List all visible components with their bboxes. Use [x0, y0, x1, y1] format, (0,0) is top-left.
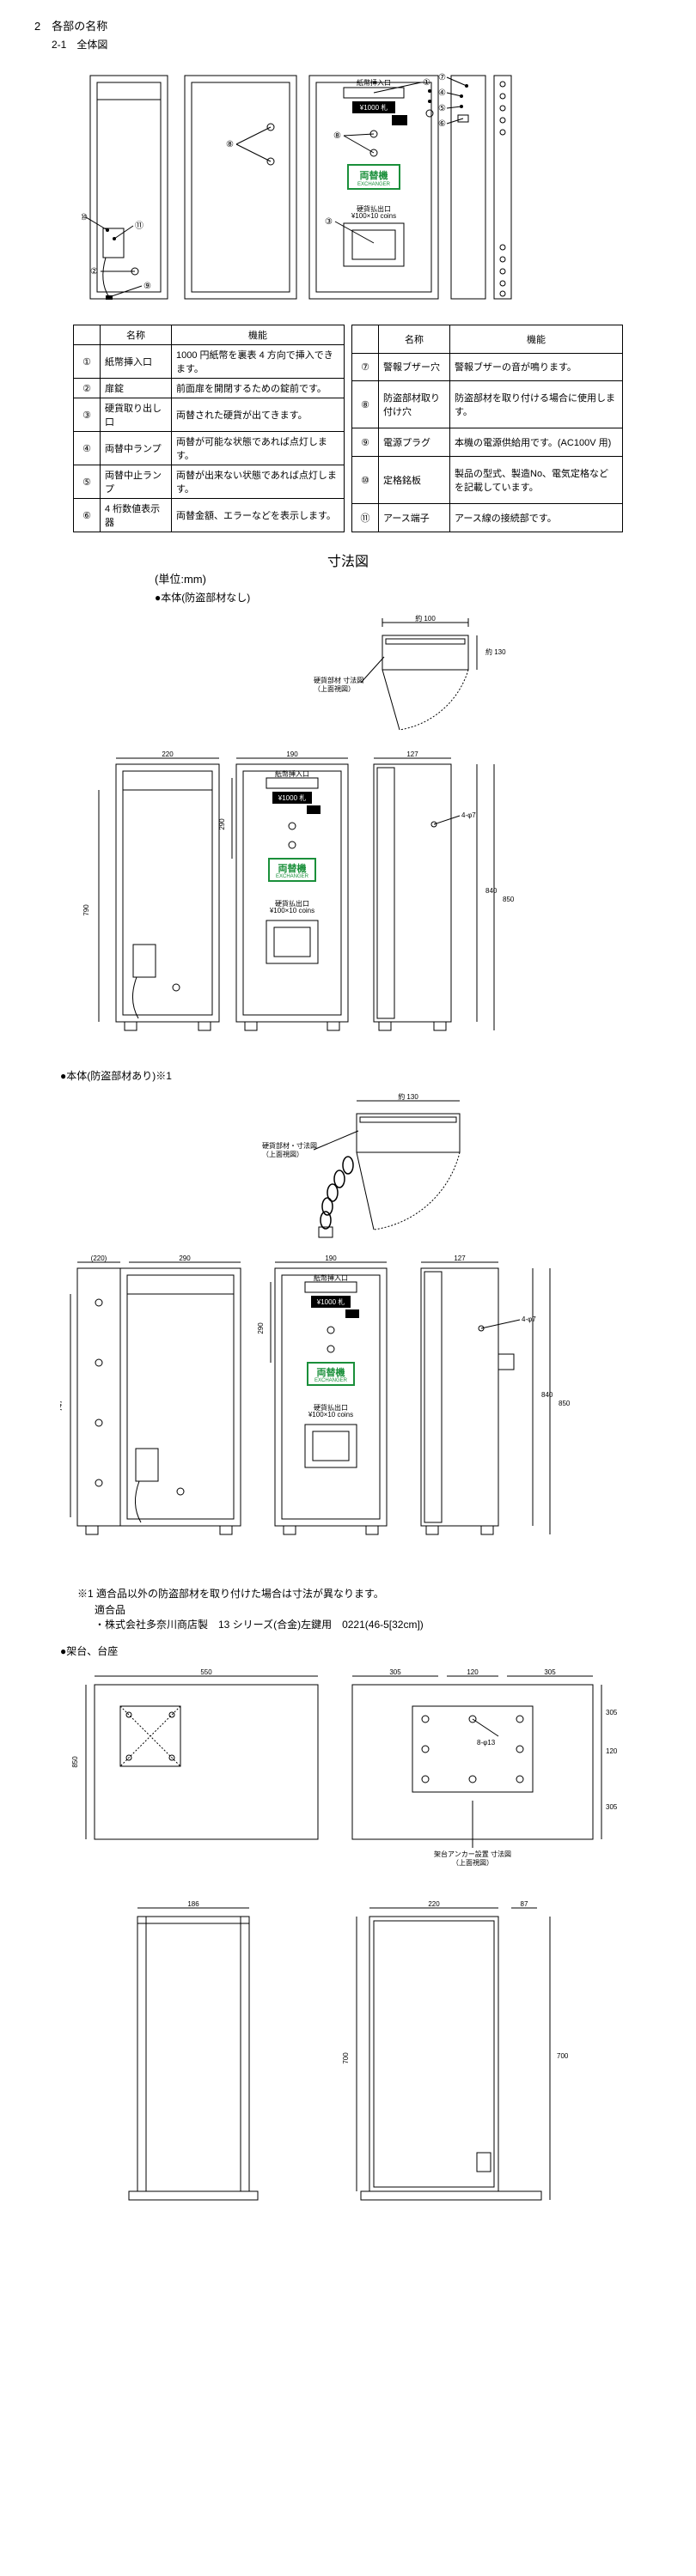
- svg-text:EXCHANGER: EXCHANGER: [314, 1378, 348, 1383]
- svg-text:190: 190: [325, 1255, 337, 1262]
- svg-text:305: 305: [606, 1709, 618, 1716]
- svg-text:120: 120: [467, 1668, 479, 1676]
- svg-text:120: 120: [606, 1747, 618, 1755]
- svg-text:架台アンカー設置 寸法図: 架台アンカー設置 寸法図: [434, 1850, 511, 1858]
- svg-text:850: 850: [559, 1400, 571, 1407]
- svg-text:4-φ7: 4-φ7: [522, 1315, 536, 1323]
- svg-text:硬貨部材・寸法図: 硬貨部材・寸法図: [262, 1141, 317, 1150]
- svg-text:305: 305: [544, 1668, 556, 1676]
- svg-text:305: 305: [606, 1803, 618, 1811]
- svg-text:290: 290: [179, 1255, 191, 1262]
- note-1: ※1 適合品以外の防盗部材を取り付けた場合は寸法が異なります。: [77, 1586, 662, 1602]
- svg-text:⑥: ⑥: [438, 119, 446, 129]
- svg-text:¥100×10 coins: ¥100×10 coins: [269, 907, 314, 914]
- body-no-security-title: ●本体(防盗部材なし): [155, 590, 662, 605]
- svg-text:¥100×10 coins: ¥100×10 coins: [351, 212, 396, 220]
- dimension-unit: (単位:mm): [155, 570, 662, 586]
- svg-text:¥1000 札: ¥1000 札: [278, 793, 306, 802]
- svg-text:550: 550: [200, 1668, 212, 1676]
- svg-text:190: 190: [286, 750, 298, 758]
- svg-text:⑨: ⑨: [143, 282, 151, 291]
- svg-text:4-φ7: 4-φ7: [461, 811, 476, 819]
- svg-text:紙幣挿入口: 紙幣挿入口: [314, 1273, 348, 1282]
- top-view-diagram-1: 約 100 硬貨部材 寸法図 （上面視図） 約 130: [34, 610, 662, 738]
- svg-text:¥1000 札: ¥1000 札: [316, 1297, 345, 1306]
- svg-text:⑧: ⑧: [226, 140, 234, 149]
- svg-text:硬貨部材 寸法図: 硬貨部材 寸法図: [314, 676, 363, 684]
- body-three-views-1: 220 190 127 紙幣挿入口 ¥1000 札 両替機 EXCHANGER …: [34, 747, 662, 1056]
- svg-text:⑦: ⑦: [438, 73, 446, 82]
- stand-top-views: 550 850 305 120 305 8-φ13 305 120: [34, 1663, 662, 1886]
- svg-text:（上面視図）: （上面視図）: [262, 1151, 303, 1158]
- note-3: ・株式会社多奈川商店製 13 シリーズ(合金)左鍵用 0221(46-5[32c…: [95, 1617, 662, 1631]
- svg-text:290: 290: [257, 1322, 265, 1334]
- svg-text:約 130: 約 130: [485, 647, 506, 656]
- svg-text:②: ②: [90, 267, 98, 276]
- svg-text:850: 850: [503, 896, 515, 903]
- svg-text:紙幣挿入口: 紙幣挿入口: [275, 769, 309, 778]
- body-with-security-title: ●本体(防盗部材あり)※1: [60, 1068, 662, 1083]
- section-title: 2 各部の名称: [34, 17, 662, 33]
- svg-text:EXCHANGER: EXCHANGER: [357, 182, 391, 187]
- sub-section-title: 2-1 全体図: [52, 37, 662, 52]
- svg-text:790: 790: [82, 904, 90, 916]
- overall-diagram-svg: ⑩ ⑪ ⑨ ② ⑧ 紙幣挿入口 ¥1000 札: [82, 58, 614, 316]
- svg-text:87: 87: [521, 1900, 528, 1908]
- svg-text:⑧: ⑧: [333, 131, 341, 141]
- svg-text:両替機: 両替機: [360, 169, 388, 181]
- stand-title: ●架台、台座: [60, 1643, 662, 1658]
- parts-table-right: 名称機能 ⑦警報ブザー穴警報ブザーの音が鳴ります。 ⑧防盗部材取り付け穴防盗部材…: [351, 325, 623, 532]
- svg-text:700: 700: [557, 2052, 569, 2060]
- svg-text:127: 127: [454, 1255, 466, 1262]
- svg-text:約 100: 約 100: [415, 614, 436, 623]
- svg-text:220: 220: [428, 1900, 440, 1908]
- overall-diagram: ⑩ ⑪ ⑨ ② ⑧ 紙幣挿入口 ¥1000 札: [34, 58, 662, 316]
- svg-text:290: 290: [218, 818, 226, 830]
- stand-front-views: 186 220 87 700 700: [34, 1895, 662, 2221]
- svg-text:③: ③: [325, 217, 333, 227]
- svg-text:¥1000 札: ¥1000 札: [359, 103, 388, 112]
- svg-text:220: 220: [162, 750, 174, 758]
- parts-tables: 名称機能 ①紙幣挿入口1000 円紙幣を裏表 4 方向で挿入できます。 ②扉錠前…: [34, 325, 662, 532]
- svg-text:8-φ13: 8-φ13: [477, 1739, 496, 1747]
- svg-text:EXCHANGER: EXCHANGER: [276, 874, 309, 879]
- svg-text:両替機: 両替機: [278, 862, 307, 874]
- svg-text:850: 850: [71, 1756, 79, 1768]
- svg-text:(220): (220): [91, 1255, 107, 1262]
- svg-text:約 130: 約 130: [398, 1092, 418, 1101]
- svg-text:¥100×10 coins: ¥100×10 coins: [308, 1411, 353, 1419]
- svg-text:700: 700: [342, 2052, 350, 2064]
- svg-text:747: 747: [60, 1400, 64, 1412]
- svg-text:⑪: ⑪: [135, 221, 143, 231]
- parts-table-left: 名称機能 ①紙幣挿入口1000 円紙幣を裏表 4 方向で挿入できます。 ②扉錠前…: [73, 325, 345, 532]
- svg-text:186: 186: [187, 1900, 199, 1908]
- svg-text:840: 840: [541, 1391, 553, 1399]
- svg-text:④: ④: [438, 88, 446, 98]
- svg-text:305: 305: [389, 1668, 401, 1676]
- svg-text:⑩: ⑩: [82, 213, 88, 222]
- svg-text:127: 127: [406, 750, 418, 758]
- svg-text:840: 840: [485, 887, 498, 895]
- top-view-diagram-2: 約 130 硬貨部材・寸法図 （上面視図）: [34, 1088, 662, 1242]
- svg-text:（上面視図）: （上面視図）: [452, 1859, 493, 1867]
- svg-text:両替機: 両替機: [317, 1366, 345, 1378]
- body-three-views-2: (220) 290 190 127 747 紙幣挿入口 ¥1000 札: [34, 1251, 662, 1577]
- svg-text:⑤: ⑤: [438, 104, 446, 113]
- dimension-heading: 寸法図: [34, 550, 662, 570]
- svg-text:（上面視図）: （上面視図）: [314, 685, 355, 693]
- svg-text:紙幣挿入口: 紙幣挿入口: [357, 78, 391, 87]
- svg-text:①: ①: [423, 78, 430, 88]
- note-2: 適合品: [95, 1602, 662, 1617]
